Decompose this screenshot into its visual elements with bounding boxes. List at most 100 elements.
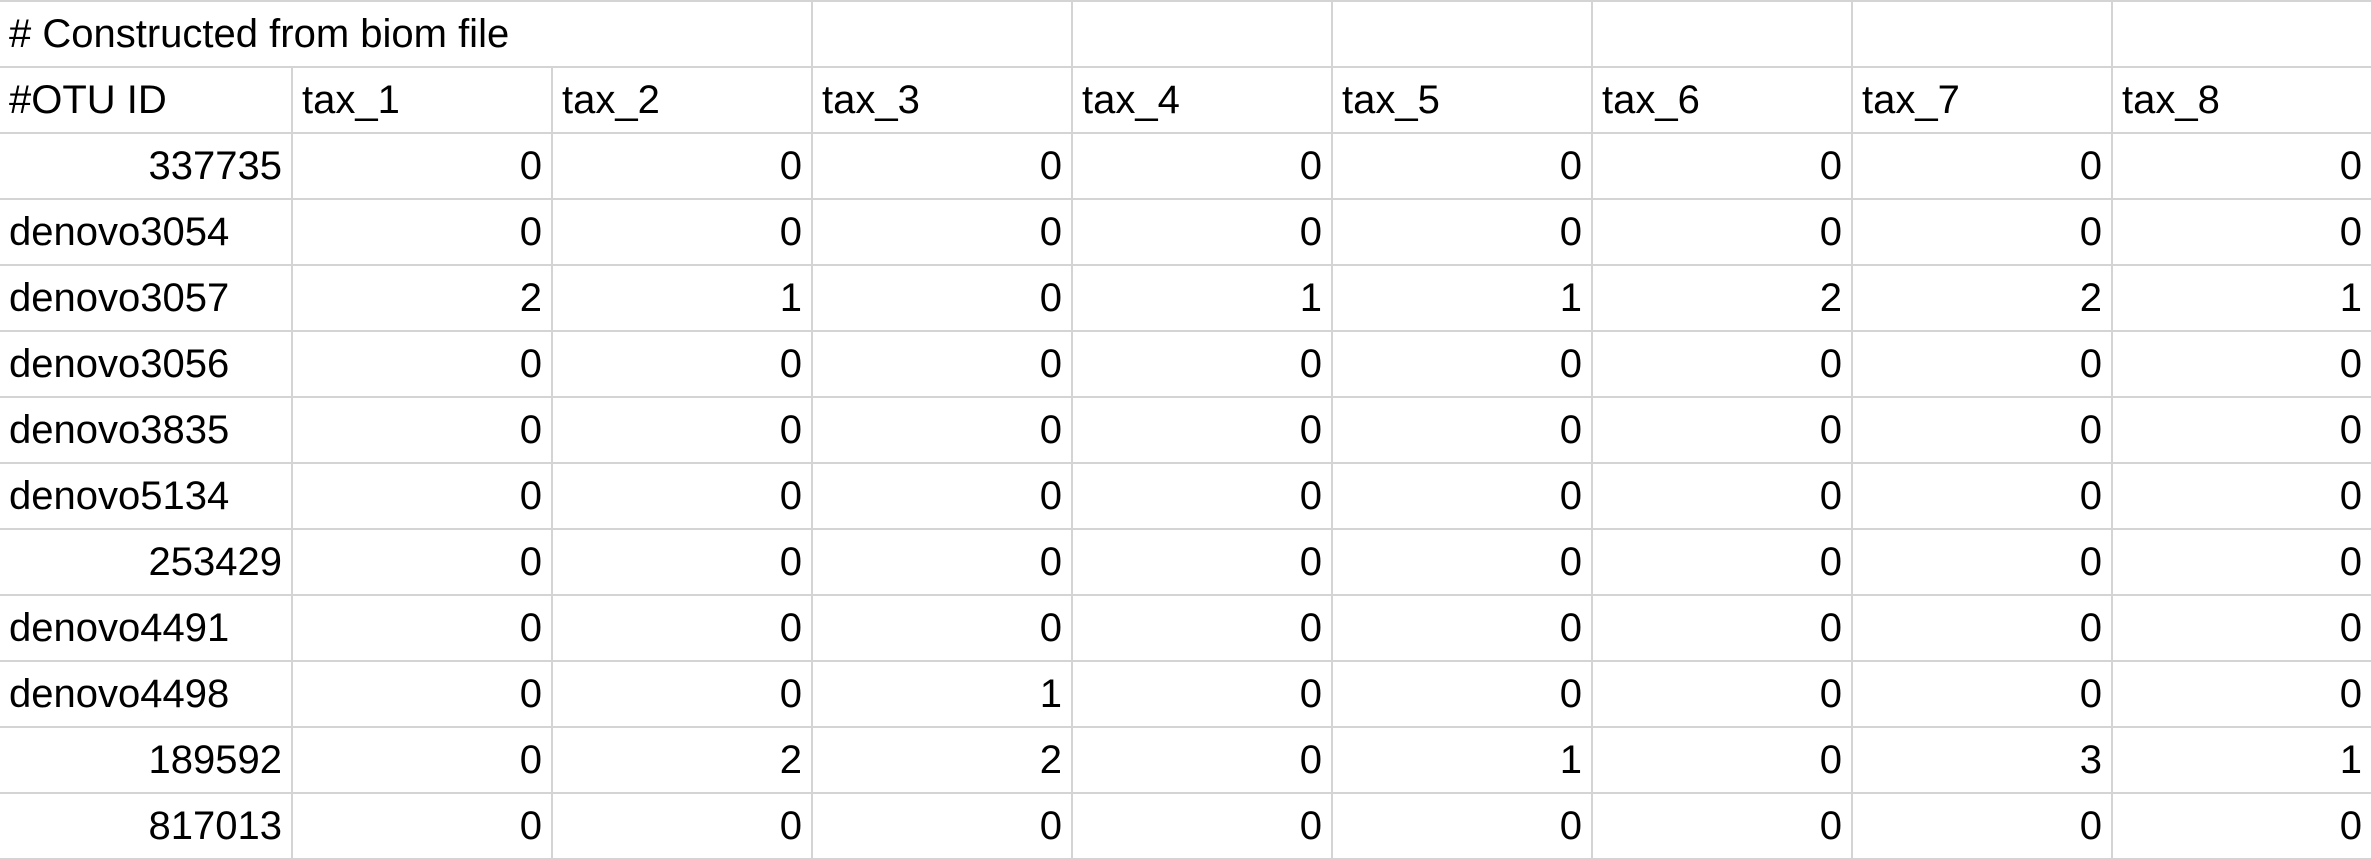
otu-id-cell[interactable]: denovo3056 — [0, 331, 293, 398]
count-cell[interactable]: 0 — [2112, 595, 2372, 662]
count-cell[interactable]: 0 — [1592, 595, 1853, 662]
cell-empty[interactable] — [552, 0, 813, 68]
count-cell[interactable]: 0 — [1852, 397, 2113, 464]
count-cell[interactable]: 0 — [292, 463, 553, 530]
count-cell[interactable]: 0 — [552, 463, 813, 530]
cell-empty[interactable] — [292, 0, 552, 68]
count-cell[interactable]: 0 — [1072, 331, 1333, 398]
count-cell[interactable]: 0 — [1592, 529, 1853, 596]
count-cell[interactable]: 0 — [1852, 331, 2113, 398]
count-cell[interactable]: 0 — [552, 199, 813, 266]
count-cell[interactable]: 0 — [552, 595, 813, 662]
count-cell[interactable]: 0 — [812, 793, 1073, 860]
count-cell[interactable]: 0 — [1592, 727, 1853, 794]
count-cell[interactable]: 0 — [2112, 463, 2372, 530]
count-cell[interactable]: 0 — [552, 331, 813, 398]
count-cell[interactable]: 0 — [812, 397, 1073, 464]
count-cell[interactable]: 1 — [812, 661, 1073, 728]
header-cell-tax-5[interactable]: tax_5 — [1332, 67, 1593, 134]
count-cell[interactable]: 0 — [2112, 331, 2372, 398]
count-cell[interactable]: 0 — [292, 661, 553, 728]
count-cell[interactable]: 2 — [812, 727, 1073, 794]
cell-empty[interactable] — [1592, 0, 1853, 68]
otu-id-cell[interactable]: denovo3054 — [0, 199, 293, 266]
otu-id-cell[interactable]: denovo4498 — [0, 661, 293, 728]
cell-empty[interactable] — [812, 0, 1073, 68]
count-cell[interactable]: 0 — [1332, 529, 1593, 596]
count-cell[interactable]: 0 — [1592, 397, 1853, 464]
count-cell[interactable]: 3 — [1852, 727, 2113, 794]
count-cell[interactable]: 0 — [1592, 133, 1853, 200]
otu-id-cell[interactable]: denovo3835 — [0, 397, 293, 464]
count-cell[interactable]: 0 — [292, 595, 553, 662]
header-cell-tax-3[interactable]: tax_3 — [812, 67, 1073, 134]
header-cell-tax-7[interactable]: tax_7 — [1852, 67, 2113, 134]
otu-id-cell[interactable]: denovo5134 — [0, 463, 293, 530]
count-cell[interactable]: 0 — [1592, 793, 1853, 860]
count-cell[interactable]: 1 — [1072, 265, 1333, 332]
count-cell[interactable]: 0 — [1072, 793, 1333, 860]
count-cell[interactable]: 0 — [292, 133, 553, 200]
count-cell[interactable]: 0 — [1072, 661, 1333, 728]
count-cell[interactable]: 0 — [812, 595, 1073, 662]
count-cell[interactable]: 0 — [812, 463, 1073, 530]
count-cell[interactable]: 0 — [1072, 463, 1333, 530]
count-cell[interactable]: 0 — [1852, 463, 2113, 530]
count-cell[interactable]: 0 — [1072, 199, 1333, 266]
count-cell[interactable]: 0 — [1072, 595, 1333, 662]
count-cell[interactable]: 0 — [812, 265, 1073, 332]
count-cell[interactable]: 0 — [2112, 397, 2372, 464]
count-cell[interactable]: 0 — [1852, 199, 2113, 266]
count-cell[interactable]: 0 — [552, 397, 813, 464]
count-cell[interactable]: 0 — [812, 331, 1073, 398]
count-cell[interactable]: 0 — [292, 397, 553, 464]
header-cell-tax-2[interactable]: tax_2 — [552, 67, 813, 134]
count-cell[interactable]: 0 — [812, 133, 1073, 200]
otu-id-cell[interactable]: 253429 — [0, 529, 293, 596]
otu-id-cell[interactable]: 817013 — [0, 793, 293, 860]
count-cell[interactable]: 0 — [1332, 793, 1593, 860]
count-cell[interactable]: 0 — [552, 661, 813, 728]
cell-empty[interactable] — [1852, 0, 2113, 68]
count-cell[interactable]: 0 — [1852, 661, 2113, 728]
count-cell[interactable]: 0 — [1072, 727, 1333, 794]
count-cell[interactable]: 1 — [2112, 265, 2372, 332]
count-cell[interactable]: 1 — [552, 265, 813, 332]
header-cell-tax-4[interactable]: tax_4 — [1072, 67, 1333, 134]
count-cell[interactable]: 0 — [292, 793, 553, 860]
count-cell[interactable]: 0 — [1072, 397, 1333, 464]
count-cell[interactable]: 0 — [1592, 661, 1853, 728]
header-cell-otu-id[interactable]: #OTU ID — [0, 67, 293, 134]
count-cell[interactable]: 0 — [812, 529, 1073, 596]
cell-empty[interactable] — [1072, 0, 1333, 68]
count-cell[interactable]: 0 — [1332, 199, 1593, 266]
header-cell-tax-6[interactable]: tax_6 — [1592, 67, 1853, 134]
count-cell[interactable]: 0 — [1592, 199, 1853, 266]
count-cell[interactable]: 0 — [1852, 529, 2113, 596]
count-cell[interactable]: 0 — [1332, 463, 1593, 530]
count-cell[interactable]: 0 — [1332, 661, 1593, 728]
count-cell[interactable]: 0 — [2112, 529, 2372, 596]
count-cell[interactable]: 0 — [1072, 529, 1333, 596]
otu-id-cell[interactable]: 189592 — [0, 727, 293, 794]
count-cell[interactable]: 2 — [1592, 265, 1853, 332]
count-cell[interactable]: 0 — [552, 529, 813, 596]
count-cell[interactable]: 0 — [292, 199, 553, 266]
count-cell[interactable]: 1 — [1332, 727, 1593, 794]
otu-id-cell[interactable]: 337735 — [0, 133, 293, 200]
cell-empty[interactable] — [2112, 0, 2372, 68]
count-cell[interactable]: 0 — [1332, 595, 1593, 662]
count-cell[interactable]: 0 — [812, 199, 1073, 266]
count-cell[interactable]: 0 — [1852, 595, 2113, 662]
cell-empty[interactable] — [1332, 0, 1593, 68]
count-cell[interactable]: 0 — [292, 529, 553, 596]
otu-id-cell[interactable]: denovo4491 — [0, 595, 293, 662]
count-cell[interactable]: 0 — [1592, 463, 1853, 530]
header-cell-tax-1[interactable]: tax_1 — [292, 67, 553, 134]
count-cell[interactable]: 0 — [1332, 397, 1593, 464]
count-cell[interactable]: 0 — [292, 727, 553, 794]
otu-id-cell[interactable]: denovo3057 — [0, 265, 293, 332]
count-cell[interactable]: 0 — [1852, 133, 2113, 200]
cell-title[interactable]: # Constructed from biom file — [0, 0, 509, 68]
count-cell[interactable]: 2 — [552, 727, 813, 794]
